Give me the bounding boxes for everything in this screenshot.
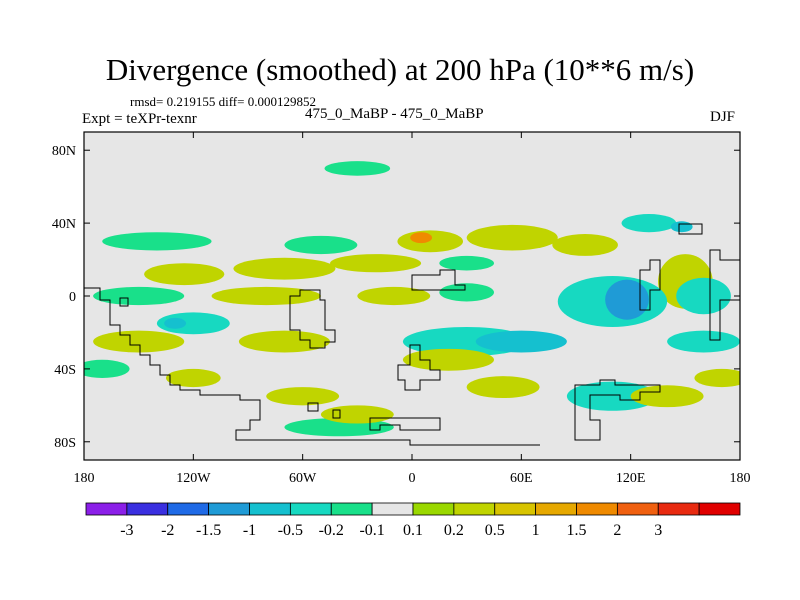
colorbar-label: -3 bbox=[120, 522, 133, 539]
colorbar-label: 0.1 bbox=[403, 522, 423, 539]
anomaly-region bbox=[233, 257, 336, 280]
experiment-label: Expt = teXPr-texnr bbox=[82, 111, 197, 127]
colorbar-swatch bbox=[698, 502, 741, 516]
colorbar-label: -1.5 bbox=[196, 522, 221, 539]
anomaly-region bbox=[694, 368, 740, 388]
anomaly-region bbox=[621, 214, 677, 233]
x-tick-label: 180 bbox=[74, 471, 95, 486]
colorbar-swatch bbox=[289, 502, 332, 516]
colorbar-swatch bbox=[535, 502, 577, 516]
y-tick-label: 40N bbox=[52, 217, 76, 232]
anomaly-region bbox=[397, 230, 464, 253]
anomaly-region bbox=[266, 387, 340, 406]
anomaly-region bbox=[552, 234, 618, 256]
anomaly-region bbox=[439, 283, 494, 302]
anomaly-region bbox=[670, 221, 693, 233]
colorbar-swatch bbox=[616, 502, 659, 516]
colorbar-swatch bbox=[249, 502, 291, 516]
anomaly-region bbox=[667, 330, 740, 353]
stats-line: rmsd= 0.219155 diff= 0.000129852 bbox=[130, 94, 316, 109]
colorbar-label: -2 bbox=[161, 522, 174, 539]
anomaly-region bbox=[102, 232, 212, 251]
colorbar-label: 2 bbox=[613, 522, 621, 539]
anomaly-region bbox=[164, 317, 187, 329]
colorbar-swatch bbox=[576, 502, 618, 516]
center-label: 475_0_MaBP - 475_0_MaBP bbox=[305, 106, 484, 122]
y-tick-label: 80N bbox=[52, 144, 76, 159]
anomaly-region bbox=[475, 330, 567, 353]
anomaly-region bbox=[320, 405, 394, 424]
colorbar-label: -0.1 bbox=[359, 522, 384, 539]
colorbar-swatch bbox=[208, 502, 250, 516]
anomaly-region bbox=[166, 368, 221, 388]
colorbar-label: 0.2 bbox=[444, 522, 464, 539]
anomaly-region bbox=[144, 263, 225, 286]
colorbar-label: 1 bbox=[532, 522, 540, 539]
anomaly-region bbox=[330, 254, 422, 273]
anomaly-region bbox=[211, 286, 321, 306]
colorbar-label: 3 bbox=[654, 522, 662, 539]
colorbar-label: 0.5 bbox=[485, 522, 505, 539]
x-tick-label: 180 bbox=[730, 471, 751, 486]
season-label: DJF bbox=[710, 109, 736, 125]
y-tick-label: 0 bbox=[69, 290, 76, 305]
x-tick-label: 120W bbox=[176, 471, 211, 486]
colorbar-label: -0.5 bbox=[278, 522, 303, 539]
anomaly-region bbox=[93, 330, 185, 353]
y-tick-label: 40S bbox=[54, 363, 76, 378]
colorbar-label: 1.5 bbox=[567, 522, 587, 539]
coastline-layer bbox=[84, 223, 740, 446]
anomaly-region bbox=[284, 235, 358, 255]
x-tick-label: 60E bbox=[510, 471, 533, 486]
anomaly-region bbox=[466, 224, 558, 251]
colorbar-swatch bbox=[126, 502, 169, 516]
anomaly-region bbox=[93, 286, 185, 306]
anomaly-region bbox=[324, 161, 391, 176]
x-tick-label: 60W bbox=[289, 471, 317, 486]
anomaly-layer bbox=[84, 161, 740, 437]
y-tick-label: 80S bbox=[54, 436, 76, 451]
colorbar-swatch bbox=[85, 502, 128, 516]
colorbar-swatch bbox=[494, 502, 537, 516]
colorbar-swatch bbox=[330, 502, 373, 516]
colorbar-swatch bbox=[167, 502, 210, 516]
anomaly-region bbox=[466, 376, 540, 399]
anomaly-region bbox=[402, 348, 495, 371]
colorbar: -3 -2 -1.5 -1 -0.5 -0.2 -0.1 0.1 0.2 0.5 1 1.5 2 3 bbox=[85, 502, 741, 539]
anomaly-region bbox=[605, 279, 649, 320]
axis-layer: 180 120W 60W 0 60E 120E 180 80N 40N 0 40S 80S bbox=[52, 132, 751, 486]
anomaly-region bbox=[676, 277, 731, 315]
x-tick-label: 120E bbox=[616, 471, 646, 486]
colorbar-label: -1 bbox=[243, 522, 256, 539]
x-tick-label: 0 bbox=[409, 471, 416, 486]
colorbar-swatch bbox=[453, 502, 496, 516]
anomaly-region bbox=[238, 330, 330, 353]
colorbar-swatch bbox=[412, 502, 455, 516]
colorbar-label: -0.2 bbox=[319, 522, 344, 539]
colorbar-swatch bbox=[371, 502, 414, 516]
anomaly-region bbox=[410, 232, 433, 244]
anomaly-region bbox=[439, 255, 494, 271]
chart-title: Divergence (smoothed) at 200 hPa (10**6 … bbox=[105, 52, 695, 87]
anomaly-region bbox=[630, 385, 704, 408]
anomaly-region bbox=[357, 286, 431, 306]
anomaly-region bbox=[84, 359, 130, 378]
colorbar-swatch bbox=[657, 502, 700, 516]
